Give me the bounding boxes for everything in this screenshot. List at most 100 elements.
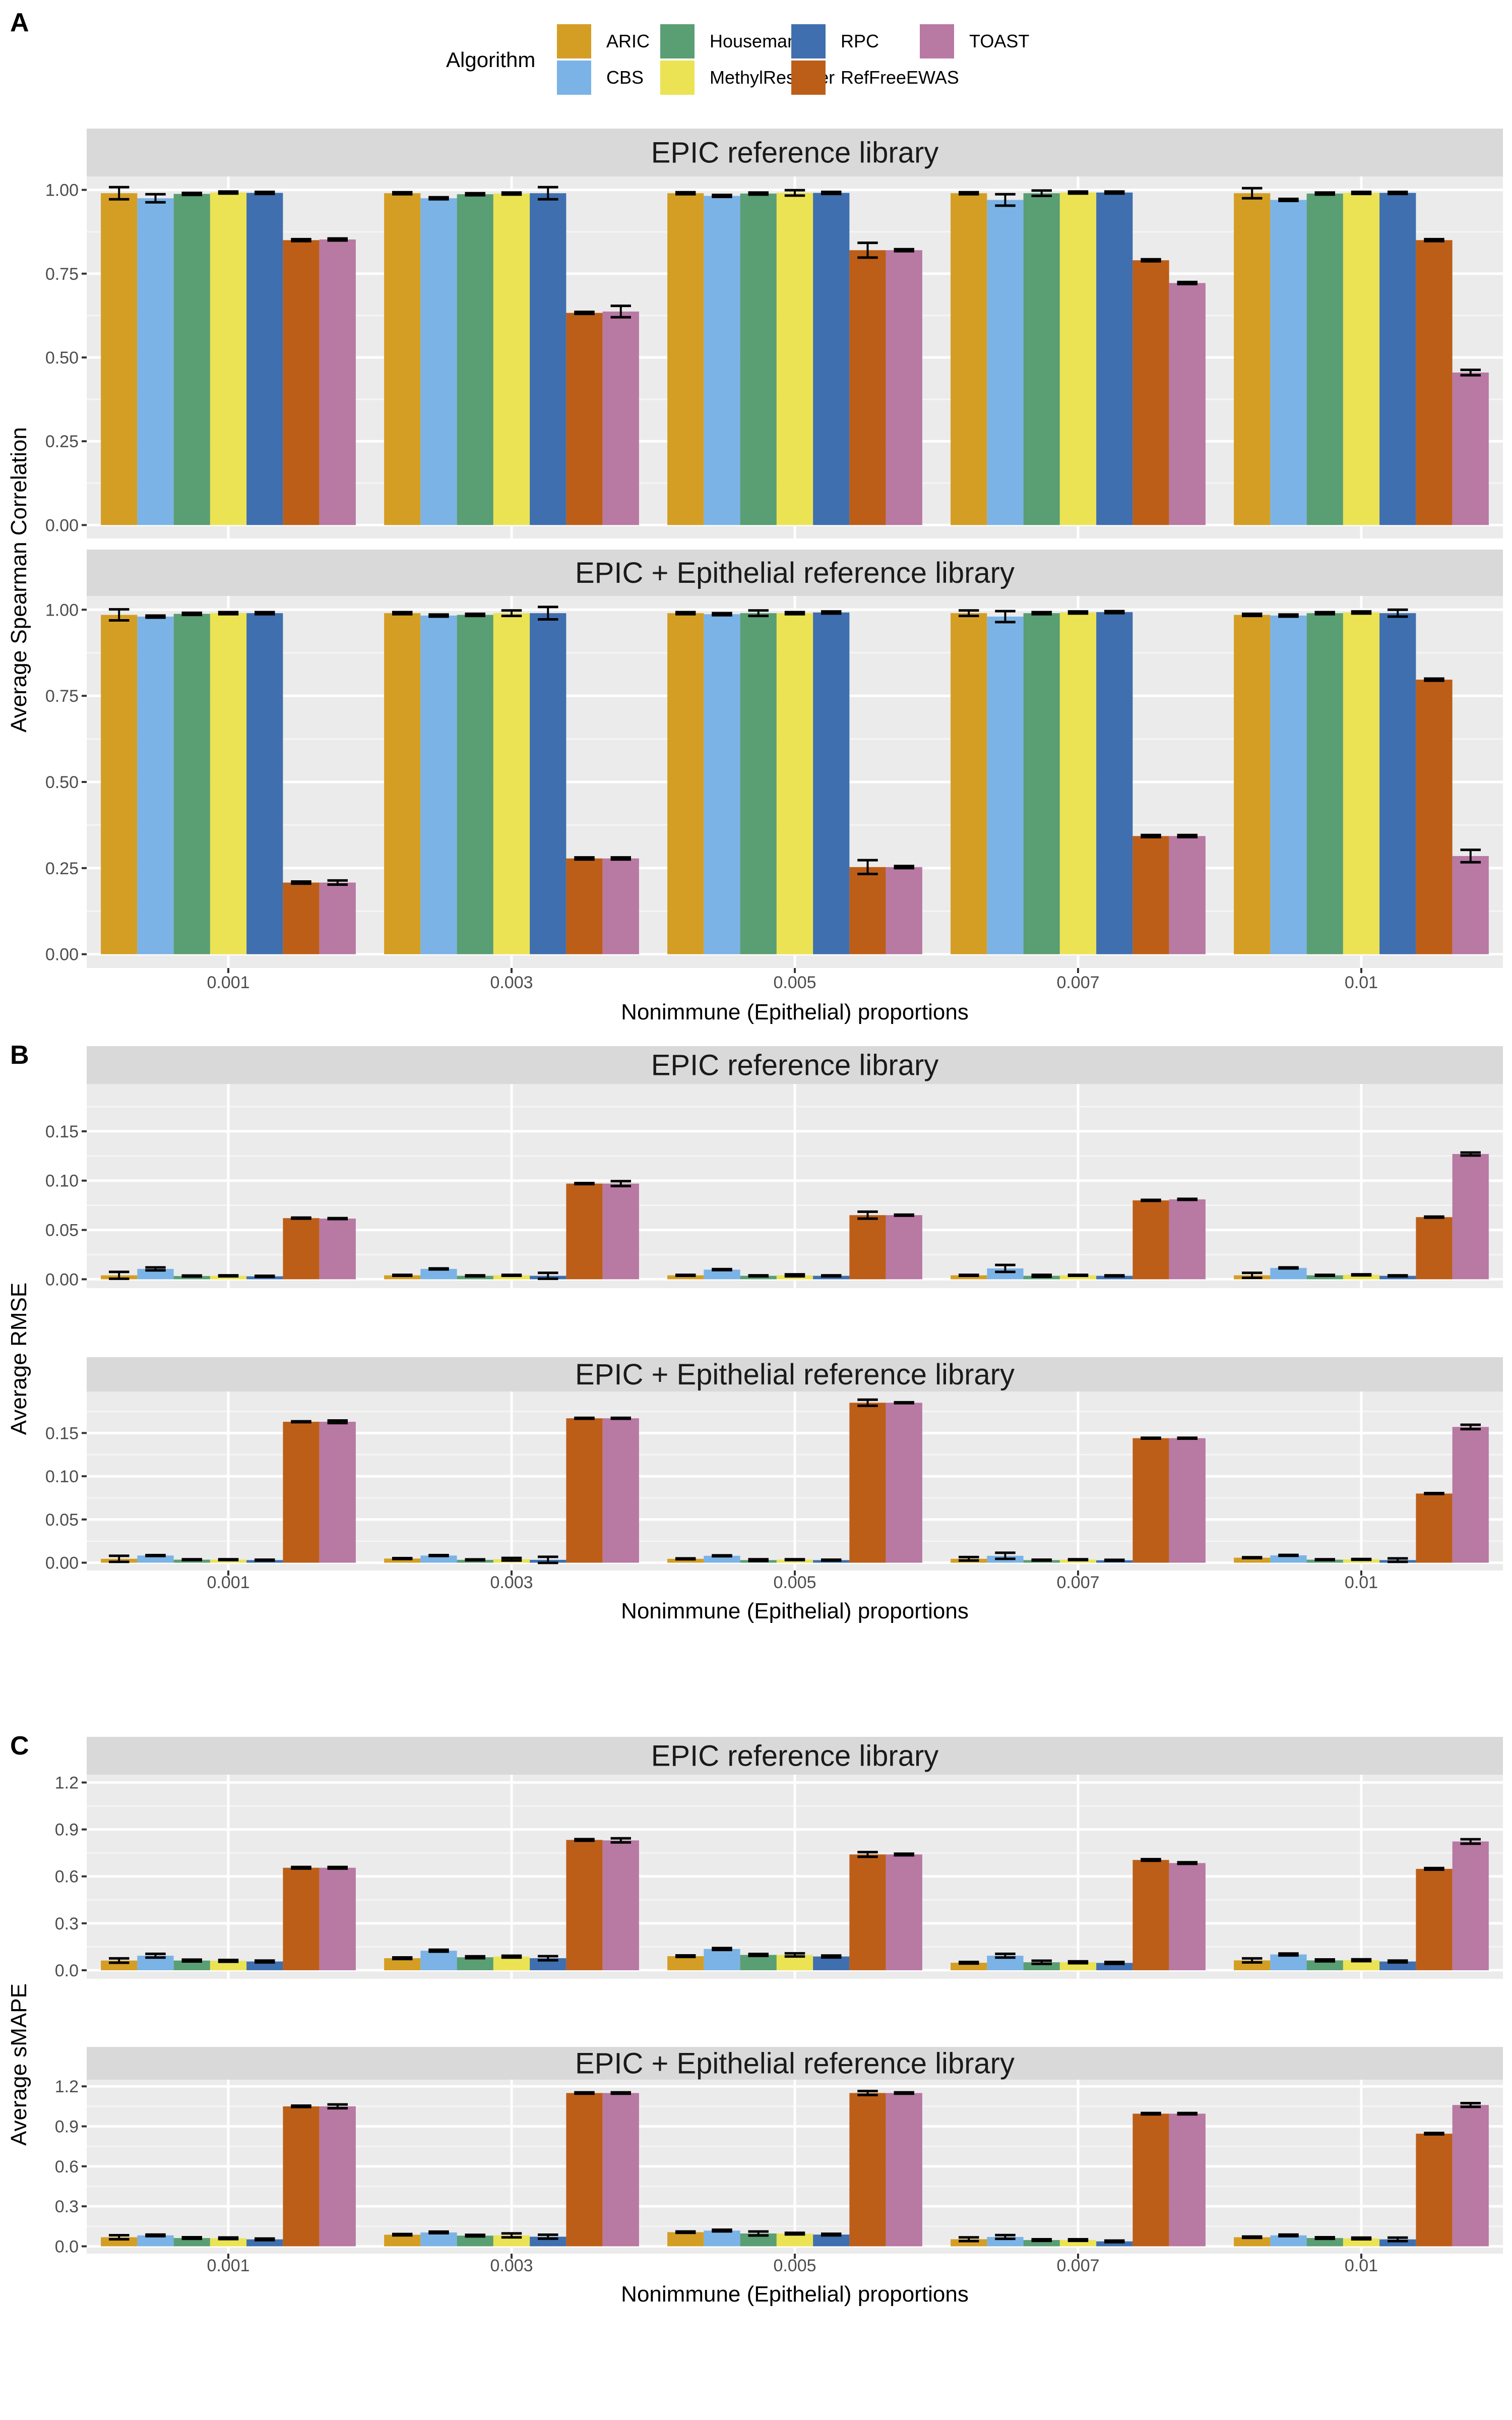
bar [1234, 2237, 1271, 2247]
bar [1306, 613, 1343, 954]
error-bar [1388, 1557, 1408, 1563]
error-bar [1241, 1272, 1263, 1279]
error-bar [995, 2233, 1016, 2241]
bar [384, 613, 421, 954]
error-bar [1460, 1151, 1481, 1157]
error-bar [1104, 1960, 1125, 1965]
error-bar [1241, 1556, 1263, 1559]
x-tick-label: 0.007 [1056, 973, 1099, 992]
error-bar [610, 856, 632, 861]
bar [1169, 1199, 1206, 1280]
bar [319, 882, 356, 954]
bar [602, 2093, 639, 2247]
error-bar [995, 1952, 1016, 1959]
bar [951, 1275, 987, 1280]
error-bar [501, 1274, 522, 1278]
facet-epic: EPIC reference library 0.0 0.3 0.6 0.9 1.2 [55, 1737, 1503, 1980]
series-toast [319, 237, 1489, 525]
series-rpc [246, 2232, 1416, 2247]
bar [776, 193, 813, 525]
series-reffreeewas [283, 1182, 1453, 1280]
y-tick-label: 0.25 [45, 859, 79, 878]
panel-c: C EPIC reference library0.00.30.60.91.2EP… [7, 1731, 1503, 2307]
error-bar [465, 1558, 485, 1562]
y-tick-label: 0.3 [55, 1914, 79, 1933]
error-bar [255, 611, 275, 616]
error-bar [784, 189, 805, 197]
series-aric [101, 1554, 1271, 1563]
bar [849, 1403, 886, 1563]
legend-label-reffreeewas: RefFreeEWAS [841, 67, 959, 88]
y-tick-label: 0.75 [45, 687, 79, 706]
bar [1059, 1275, 1097, 1280]
error-bar [1424, 1866, 1444, 1871]
error-bar [145, 1553, 166, 1557]
bar [1234, 615, 1271, 954]
facet-strip [87, 1737, 1503, 1775]
bar [420, 1951, 457, 1970]
error-bar [108, 1270, 130, 1280]
bar [384, 2234, 421, 2247]
legend-title: Algorithm [446, 48, 535, 72]
error-bar [1031, 1959, 1052, 1965]
bar [667, 1558, 704, 1563]
bar [101, 615, 138, 954]
y-tick-label: 0.10 [45, 1467, 79, 1486]
error-bar [1314, 1558, 1335, 1561]
bar [566, 1183, 603, 1280]
bar [704, 2230, 740, 2247]
y-tick-label: 1.00 [45, 600, 79, 620]
bar [602, 1840, 639, 1970]
error-bar [1351, 2236, 1372, 2241]
bar [740, 193, 777, 525]
error-bar [821, 610, 842, 615]
error-bar [108, 186, 130, 201]
x-axis-title: Nonimmune (Epithelial) proportions [621, 1000, 969, 1024]
error-bar [1460, 1423, 1481, 1431]
legend-swatch-methylresolver [660, 60, 695, 95]
legend-swatch-reffreeewas [791, 60, 826, 95]
bar [1343, 1960, 1380, 1970]
error-bar [1278, 1266, 1299, 1270]
y-tick-label: 0.50 [45, 773, 79, 792]
x-tick-label: 0.001 [207, 2256, 249, 2275]
error-bar [821, 1558, 842, 1562]
error-bar [255, 2237, 275, 2242]
error-bar [1278, 1553, 1299, 1557]
error-bar [857, 1851, 878, 1858]
series-aric [101, 186, 1271, 525]
error-bar [821, 191, 842, 196]
error-bar [1104, 190, 1125, 195]
series-cbs [137, 1947, 1307, 1970]
error-bar [1031, 1274, 1052, 1278]
error-bar [784, 611, 805, 616]
error-bar [675, 1954, 696, 1959]
facet-title: EPIC reference library [651, 137, 939, 169]
y-tick-label: 0.25 [45, 432, 79, 451]
error-bar [501, 609, 522, 618]
bar [1169, 2113, 1206, 2247]
legend-swatch-rpc [791, 24, 826, 58]
error-bar [894, 1401, 915, 1405]
error-bar [1104, 1558, 1125, 1562]
series-houseman [173, 609, 1343, 954]
error-bar [1067, 2237, 1089, 2243]
error-bar [1104, 2239, 1125, 2244]
bar [1234, 193, 1271, 525]
error-bar [1351, 610, 1372, 615]
error-bar [1031, 1558, 1052, 1562]
bar [813, 2234, 850, 2247]
error-bar [712, 194, 732, 199]
error-bar [501, 1556, 522, 1562]
bar [246, 193, 283, 525]
error-bar [1177, 1197, 1198, 1201]
bar [319, 239, 356, 525]
bar [384, 1558, 421, 1563]
error-bar [327, 1865, 348, 1870]
error-bar [392, 611, 413, 616]
y-tick-label: 0.6 [55, 2157, 79, 2176]
error-bar [857, 2089, 878, 2096]
error-bar [574, 1838, 595, 1842]
bar [210, 192, 247, 525]
